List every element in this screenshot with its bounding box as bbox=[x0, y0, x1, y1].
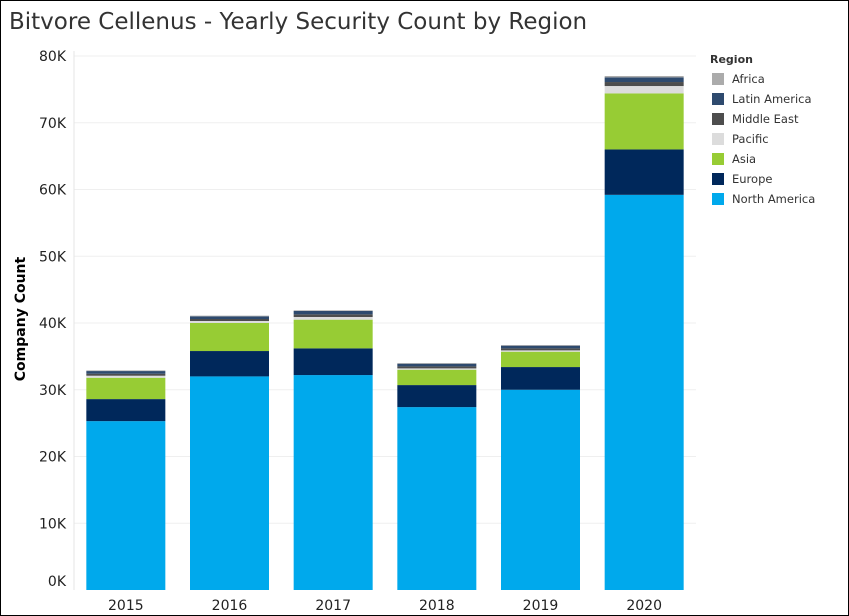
bar-segment-latin-america-2016[interactable] bbox=[190, 316, 269, 319]
bar-segment-europe-2016[interactable] bbox=[190, 351, 269, 377]
y-axis-label: Company Count bbox=[13, 256, 29, 381]
legend-label: North America bbox=[732, 192, 816, 206]
legend-swatch bbox=[712, 133, 724, 145]
bar-segment-asia-2020[interactable] bbox=[604, 93, 684, 150]
bar-segment-africa-2019[interactable] bbox=[501, 345, 580, 346]
y-tick-label: 0K bbox=[48, 574, 67, 590]
bar-segment-middle-east-2016[interactable] bbox=[190, 318, 269, 321]
bar-segment-north-america-2019[interactable] bbox=[501, 389, 580, 590]
legend-label: Pacific bbox=[732, 132, 769, 146]
bar-segment-asia-2015[interactable] bbox=[86, 377, 166, 400]
bar-segment-middle-east-2018[interactable] bbox=[397, 366, 477, 369]
chart-title: Bitvore Cellenus - Yearly Security Count… bbox=[9, 9, 588, 35]
x-tick-label: 2016 bbox=[212, 598, 248, 614]
bar-segment-pacific-2018[interactable] bbox=[397, 368, 477, 370]
legend-label: Latin America bbox=[732, 92, 812, 106]
y-tick-label: 20K bbox=[39, 450, 67, 466]
bar-segment-africa-2020[interactable] bbox=[604, 76, 684, 78]
y-tick-label: 10K bbox=[39, 516, 67, 532]
legend-swatch bbox=[712, 113, 724, 125]
bar-segment-north-america-2020[interactable] bbox=[604, 194, 684, 590]
bar-segment-asia-2017[interactable] bbox=[293, 319, 373, 349]
bar-segment-middle-east-2020[interactable] bbox=[604, 82, 684, 87]
bar-segment-africa-2018[interactable] bbox=[397, 363, 477, 364]
legend: Region Africa Latin America Middle East Pac… bbox=[710, 53, 815, 209]
y-tick-label: 60K bbox=[39, 183, 67, 199]
y-tick-label: 40K bbox=[39, 316, 67, 332]
bar-segment-north-america-2018[interactable] bbox=[397, 407, 477, 590]
bar-segment-latin-america-2019[interactable] bbox=[501, 345, 580, 349]
bar-segment-latin-america-2020[interactable] bbox=[604, 77, 684, 83]
legend-title: Region bbox=[710, 53, 753, 66]
bar-segment-middle-east-2019[interactable] bbox=[501, 348, 580, 351]
legend-item-north-america[interactable]: North America bbox=[710, 189, 815, 209]
bar-segment-north-america-2015[interactable] bbox=[86, 421, 166, 590]
legend-item-asia[interactable]: Asia bbox=[710, 149, 815, 169]
bar-segment-africa-2016[interactable] bbox=[190, 315, 269, 317]
legend-swatch bbox=[712, 173, 724, 185]
x-tick-label: 2018 bbox=[419, 598, 455, 614]
bar-segment-latin-america-2017[interactable] bbox=[293, 310, 373, 315]
bar-segment-middle-east-2015[interactable] bbox=[86, 373, 166, 376]
legend-label: Middle East bbox=[732, 112, 799, 126]
y-tick-label: 80K bbox=[39, 49, 67, 65]
y-tick-label: 70K bbox=[39, 116, 67, 132]
bar-segment-europe-2019[interactable] bbox=[501, 367, 580, 390]
bar-segment-asia-2016[interactable] bbox=[190, 323, 269, 352]
bar-segment-europe-2018[interactable] bbox=[397, 385, 477, 408]
y-tick-label: 50K bbox=[39, 249, 67, 265]
bar-segment-pacific-2019[interactable] bbox=[501, 350, 580, 352]
x-tick-label: 2015 bbox=[108, 598, 144, 614]
legend-item-europe[interactable]: Europe bbox=[710, 169, 815, 189]
bar-segment-latin-america-2018[interactable] bbox=[397, 363, 477, 367]
bar-segment-asia-2018[interactable] bbox=[397, 369, 477, 386]
bar-segment-pacific-2015[interactable] bbox=[86, 375, 166, 378]
legend-swatch bbox=[712, 73, 724, 85]
bar-segment-north-america-2016[interactable] bbox=[190, 376, 269, 590]
bar-segment-asia-2019[interactable] bbox=[501, 351, 580, 368]
y-tick-label: 30K bbox=[39, 383, 67, 399]
bar-segment-europe-2020[interactable] bbox=[604, 149, 684, 195]
legend-item-latin-america[interactable]: Latin America bbox=[710, 89, 815, 109]
bar-segment-latin-america-2015[interactable] bbox=[86, 371, 166, 374]
legend-swatch bbox=[712, 93, 724, 105]
bar-segment-africa-2017[interactable] bbox=[293, 310, 373, 311]
bar-segment-middle-east-2017[interactable] bbox=[293, 314, 373, 317]
x-tick-label: 2020 bbox=[626, 598, 662, 614]
bar-segment-pacific-2017[interactable] bbox=[293, 316, 373, 320]
legend-swatch bbox=[712, 153, 724, 165]
x-tick-label: 2017 bbox=[315, 598, 351, 614]
legend-item-middle-east[interactable]: Middle East bbox=[710, 109, 815, 129]
legend-item-pacific[interactable]: Pacific bbox=[710, 129, 815, 149]
legend-label: Africa bbox=[732, 72, 765, 86]
bar-segment-pacific-2020[interactable] bbox=[604, 86, 684, 94]
bar-segment-pacific-2016[interactable] bbox=[190, 320, 269, 323]
legend-swatch bbox=[712, 193, 724, 205]
bar-segment-africa-2015[interactable] bbox=[86, 370, 166, 372]
legend-item-africa[interactable]: Africa bbox=[710, 69, 815, 89]
legend-label: Asia bbox=[732, 152, 757, 166]
x-tick-label: 2019 bbox=[523, 598, 559, 614]
legend-label: Europe bbox=[732, 172, 773, 186]
bar-segment-north-america-2017[interactable] bbox=[293, 375, 373, 590]
bar-segment-europe-2015[interactable] bbox=[86, 399, 166, 422]
bar-segment-europe-2017[interactable] bbox=[293, 348, 373, 376]
